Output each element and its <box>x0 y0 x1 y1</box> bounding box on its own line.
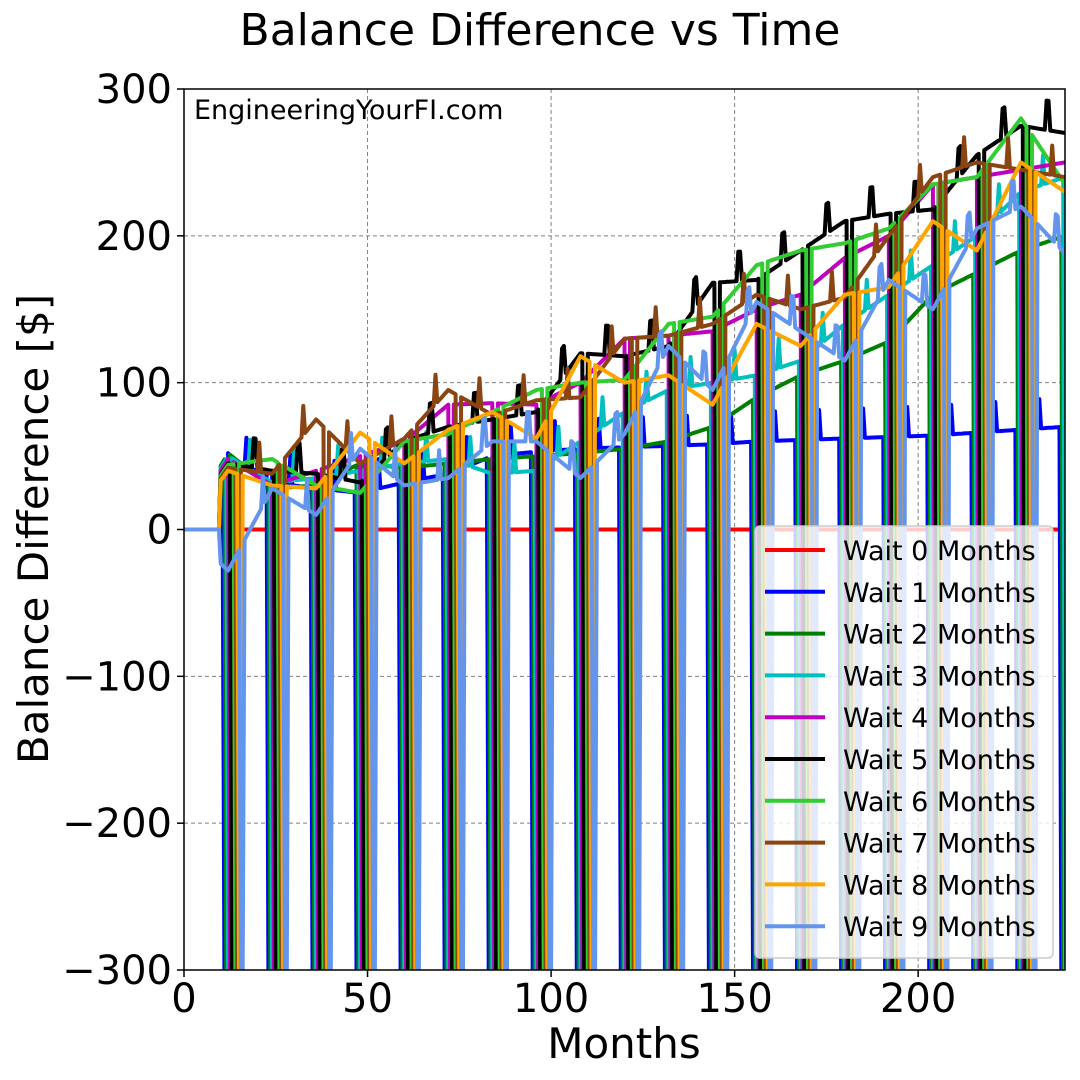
series-lines <box>184 98 1065 970</box>
y-tick-label: 300 <box>96 67 172 113</box>
legend-label: Wait 9 Months <box>843 912 1036 943</box>
series-line-wait-9 <box>184 178 1065 970</box>
y-tick-label: 200 <box>96 214 172 260</box>
legend-label: Wait 4 Months <box>843 703 1036 734</box>
x-tick-label: 50 <box>342 976 393 1022</box>
x-tick-label: 100 <box>513 976 589 1022</box>
legend-box <box>754 525 1054 959</box>
y-axis-ticks: 300 200 100 0 −100 −200 −300 <box>62 67 184 994</box>
legend-label: Wait 5 Months <box>843 745 1036 776</box>
legend-label: Wait 3 Months <box>843 661 1036 692</box>
legend-label: Wait 2 Months <box>843 620 1036 651</box>
x-tick-label: 150 <box>696 976 772 1022</box>
legend-label: Wait 6 Months <box>843 787 1036 818</box>
series-line-wait-8 <box>184 160 1065 970</box>
y-tick-label: −300 <box>62 948 172 994</box>
y-tick-label: −100 <box>62 654 172 700</box>
y-tick-label: 100 <box>96 361 172 407</box>
x-tick-label: 0 <box>171 976 196 1022</box>
x-axis-ticks: 0 50 100 150 200 <box>171 970 956 1022</box>
watermark: EngineeringYourFI.com <box>194 95 503 126</box>
y-tick-label: −200 <box>62 801 172 847</box>
legend-label: Wait 8 Months <box>843 870 1036 901</box>
y-axis-label: Balance Difference [$] <box>9 294 58 764</box>
chart-title: Balance Difference vs Time <box>240 5 841 56</box>
y-tick-label: 0 <box>147 508 172 554</box>
legend-label: Wait 0 Months <box>843 536 1036 567</box>
legend-label: Wait 1 Months <box>843 578 1036 609</box>
legend: Wait 0 Months Wait 1 Months Wait 2 Months W… <box>754 525 1054 959</box>
x-axis-label: Months <box>547 1019 701 1068</box>
series-line-wait-7 <box>184 135 1065 970</box>
legend-label: Wait 7 Months <box>843 829 1036 860</box>
x-tick-label: 200 <box>880 976 956 1022</box>
